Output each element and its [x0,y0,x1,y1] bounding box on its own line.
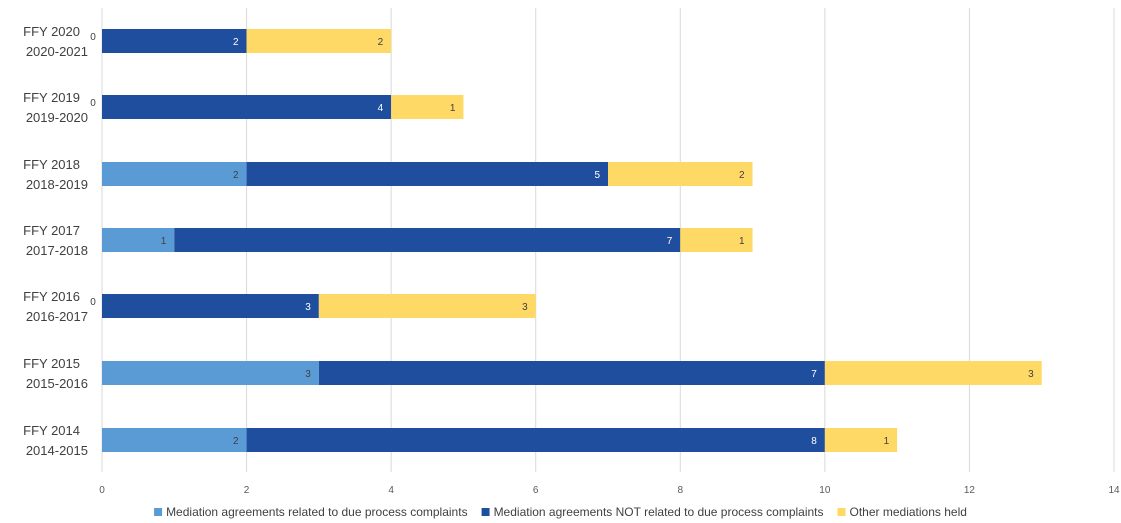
category-label-5: FFY 2015 2015-2016 [23,356,88,391]
x-tick-label-14: 14 [1108,485,1120,496]
x-tick-label-0: 0 [99,485,105,496]
data-label-4-0: 0 [90,297,96,308]
bar-5-2 [824,361,1042,385]
data-label-6-0: 2 [233,436,239,447]
x-axis-ticks: 0 2 4 6 8 10 12 14 [99,485,1120,496]
category-label-0: FFY 2020 2020-2021 [23,24,88,59]
category-label-line2: 2016-2017 [26,309,88,324]
data-label-1-0: 0 [90,98,96,109]
legend-label-1: Mediation agreements NOT related to due … [494,505,824,519]
category-label-line1: FFY 2016 [23,289,80,304]
category-label-6: FFY 2014 2014-2015 [23,423,88,458]
data-label-2-2: 2 [739,170,745,181]
category-label-line2: 2014-2015 [26,443,88,458]
bar-4-2 [318,294,536,318]
data-label-5-0: 3 [305,369,311,380]
bar-3-2 [680,228,753,252]
bar-6-1 [246,428,825,452]
category-label-line2: 2019-2020 [26,110,88,125]
category-label-1: FFY 2019 2019-2020 [23,90,88,125]
bars: 0 2 2 0 4 1 2 5 2 1 7 1 0 3 3 3 7 3 2 8 1 [90,29,1042,452]
data-label-0-1: 2 [233,37,239,48]
data-label-2-0: 2 [233,170,239,181]
bar-2-0 [102,162,247,186]
bar-0-1 [102,29,247,53]
legend-swatch-0 [154,508,163,516]
category-label-line2: 2020-2021 [26,44,88,59]
data-label-3-2: 1 [739,236,745,247]
category-label-3: FFY 2017 2017-2018 [23,223,88,258]
bar-4-1 [102,294,319,318]
bar-1-1 [102,95,392,119]
data-label-5-2: 3 [1028,369,1034,380]
category-label-line2: 2018-2019 [26,177,88,192]
data-label-3-1: 7 [667,236,673,247]
legend: Mediation agreements related to due proc… [154,505,967,519]
x-tick-label-6: 6 [533,485,539,496]
data-label-0-0: 0 [90,32,96,43]
x-tick-label-10: 10 [819,485,831,496]
data-label-2-1: 5 [594,170,600,181]
bar-5-1 [318,361,825,385]
data-label-4-2: 3 [522,302,528,313]
bar-2-2 [608,162,753,186]
bar-3-0 [102,228,175,252]
bar-1-2 [391,95,464,119]
data-label-1-2: 1 [450,103,456,114]
bar-6-2 [824,428,898,452]
data-label-6-2: 1 [884,436,890,447]
category-label-line1: FFY 2019 [23,90,80,105]
category-label-line1: FFY 2015 [23,356,80,371]
category-label-4: FFY 2016 2016-2017 [23,289,88,324]
bar-0-2 [246,29,392,53]
category-label-line1: FFY 2020 [23,24,80,39]
x-tick-label-2: 2 [244,485,250,496]
bar-6-0 [102,428,247,452]
category-label-line2: 2017-2018 [26,243,88,258]
category-label-line1: FFY 2018 [23,157,80,172]
x-tick-label-8: 8 [678,485,684,496]
category-label-line2: 2015-2016 [26,376,88,391]
data-label-4-1: 3 [305,302,311,313]
data-label-3-0: 1 [161,236,167,247]
x-tick-label-12: 12 [964,485,976,496]
data-label-5-1: 7 [811,369,817,380]
category-label-line1: FFY 2014 [23,423,80,438]
x-tick-label-4: 4 [388,485,394,496]
legend-swatch-2 [837,508,846,516]
bar-5-0 [102,361,319,385]
data-label-6-1: 8 [811,436,817,447]
category-label-line1: FFY 2017 [23,223,80,238]
legend-label-0: Mediation agreements related to due proc… [166,505,468,519]
category-label-2: FFY 2018 2018-2019 [23,157,88,192]
legend-swatch-1 [481,508,490,516]
bar-3-1 [174,228,681,252]
legend-label-2: Other mediations held [850,505,967,519]
data-label-1-1: 4 [378,103,384,114]
bar-2-1 [246,162,609,186]
data-label-0-2: 2 [378,37,384,48]
